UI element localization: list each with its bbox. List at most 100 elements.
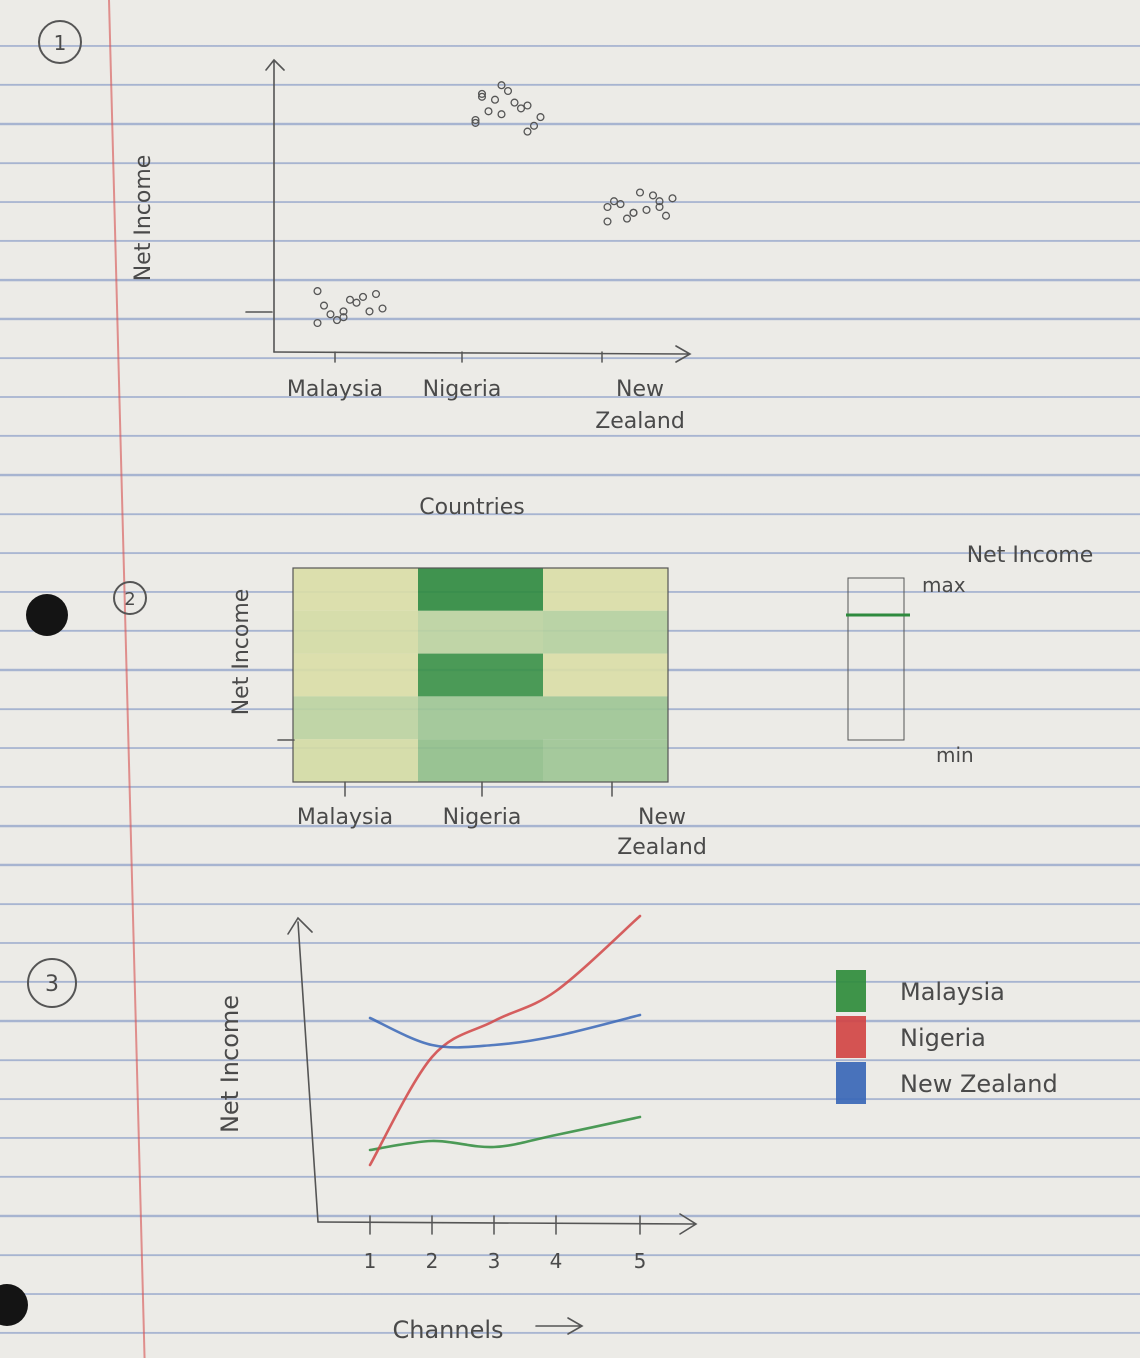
heatmap-cell — [543, 610, 668, 654]
chart-1-point — [339, 313, 348, 322]
chart-1-point — [490, 95, 500, 104]
chart-2-heatmap: Malaysia Nigeria New Zealand Net Income Net… — [229, 543, 1093, 860]
chart-1-point — [352, 298, 361, 307]
chart-2-x-tick-label: Nigeria — [443, 805, 522, 830]
colorbar-gradient — [847, 577, 905, 741]
chart-1-point — [477, 89, 487, 98]
chart-1-point — [313, 287, 322, 296]
heatmap-cell — [418, 610, 543, 654]
chart-1-point — [484, 107, 493, 116]
chart-1-y-axis — [265, 58, 285, 353]
chart-1-point — [326, 310, 335, 319]
chart-1-point — [378, 304, 387, 313]
colorbar-title: Net Income — [967, 543, 1094, 568]
legend-label-malaysia: Malaysia — [900, 978, 1005, 1006]
heatmap-cell — [418, 696, 543, 740]
heatmap-cell — [293, 610, 418, 654]
section-1-number: 1 — [54, 31, 67, 55]
chart-1-point — [516, 104, 526, 113]
heatmap-cell — [543, 568, 668, 611]
chart-1-x-axis-label: Countries — [419, 495, 525, 520]
heatmap-cell — [543, 653, 668, 697]
chart-3-x-tick-label: 1 — [364, 1249, 377, 1273]
chart-1-y-axis-label: Net Income — [131, 155, 156, 282]
colorbar-min-label: min — [936, 743, 974, 767]
chart-1-point — [536, 113, 545, 122]
heatmap-cell — [418, 653, 543, 697]
chart-1-point — [332, 316, 342, 325]
section-2-number: 2 — [124, 589, 135, 610]
chart-1-point — [345, 295, 355, 304]
section-1-circle — [38, 20, 82, 64]
chart-1-point — [603, 217, 612, 226]
chart-3-x-arrow-icon — [535, 1317, 584, 1335]
legend-label-new-zealand: New Zealand — [900, 1070, 1058, 1098]
heatmap-cell — [543, 739, 668, 782]
chart-1-point — [365, 307, 374, 316]
chart-1-x-axis — [273, 345, 692, 363]
chart-3-x-tick-label: 4 — [550, 1249, 563, 1273]
chart-1-point — [371, 289, 381, 299]
chart-2-frame — [292, 567, 669, 783]
heatmap-cell — [293, 653, 418, 697]
chart-1-point — [497, 110, 506, 119]
chart-3-x-tick-label: 3 — [488, 1249, 501, 1273]
chart-2-y-axis-label: Net Income — [229, 589, 254, 716]
chart-1-point — [471, 118, 480, 127]
legend-swatch-new-zealand — [836, 1062, 866, 1104]
chart-1-point — [339, 307, 348, 316]
chart-1-point — [648, 191, 658, 200]
heatmap-cell — [418, 568, 543, 611]
chart-1-point — [523, 101, 532, 110]
legend-label-nigeria: Nigeria — [900, 1024, 986, 1052]
section-3-circle — [27, 958, 77, 1008]
chart-1-point — [510, 98, 519, 107]
chart-3-x-axis — [317, 1213, 698, 1235]
chart-1-point — [629, 208, 638, 217]
chart-3-x-tick-label: 2 — [426, 1249, 439, 1273]
binder-hole — [26, 594, 68, 636]
chart-1-point — [622, 214, 632, 223]
chart-3-y-axis-label: Net Income — [216, 995, 244, 1133]
chart-1-x-tick-label: Malaysia — [287, 377, 383, 402]
chart-1-point — [313, 318, 322, 328]
chart-1-point — [661, 211, 671, 220]
chart-1-point — [503, 86, 513, 96]
chart-2-colorbar: Net Income max min — [846, 543, 1093, 767]
heatmap-cell — [543, 696, 668, 740]
chart-1-x-tick-label: New Zealand — [595, 377, 685, 434]
chart-1-point — [477, 92, 487, 101]
chart-1-point — [497, 81, 506, 90]
chart-3-y-axis — [287, 916, 319, 1223]
chart-3-x-tick-label: 5 — [634, 1249, 647, 1273]
chart-1-point — [642, 205, 651, 214]
colorbar-max-label: max — [922, 573, 966, 597]
heatmap-cell — [418, 739, 543, 782]
chart-1-point — [523, 127, 532, 136]
chart-1-point — [319, 301, 329, 310]
legend-swatch-nigeria — [836, 1016, 866, 1058]
line-malaysia — [368, 1115, 642, 1152]
chart-3-x-axis-label: Channels — [392, 1316, 503, 1344]
chart-1-point — [616, 200, 625, 209]
chart-3-line: 1 2 3 4 5 Net Income Channels Malaysia Nigeri… — [216, 914, 1058, 1344]
chart-1-scatter: Malaysia Nigeria New Zealand Net Income Cou… — [131, 58, 692, 520]
chart-1-point — [609, 197, 619, 206]
chart-1-point — [358, 292, 368, 301]
section-3-number: 3 — [45, 972, 59, 997]
chart-1-point — [529, 121, 539, 130]
chart-1-point — [603, 202, 612, 212]
heatmap-cell — [293, 568, 418, 611]
line-nigeria — [368, 914, 642, 1167]
chart-1-point — [635, 188, 645, 197]
chart-1-point — [471, 115, 480, 125]
heatmap-cell — [293, 739, 418, 782]
legend-swatch-malaysia — [836, 970, 866, 1012]
chart-1-point — [655, 197, 664, 206]
chart-2-x-tick-label: New Zealand — [617, 805, 707, 860]
chart-1-point — [668, 194, 677, 203]
section-2-circle — [113, 581, 147, 615]
chart-2-x-tick-label: Malaysia — [297, 805, 393, 830]
chart-1-point — [655, 202, 664, 212]
